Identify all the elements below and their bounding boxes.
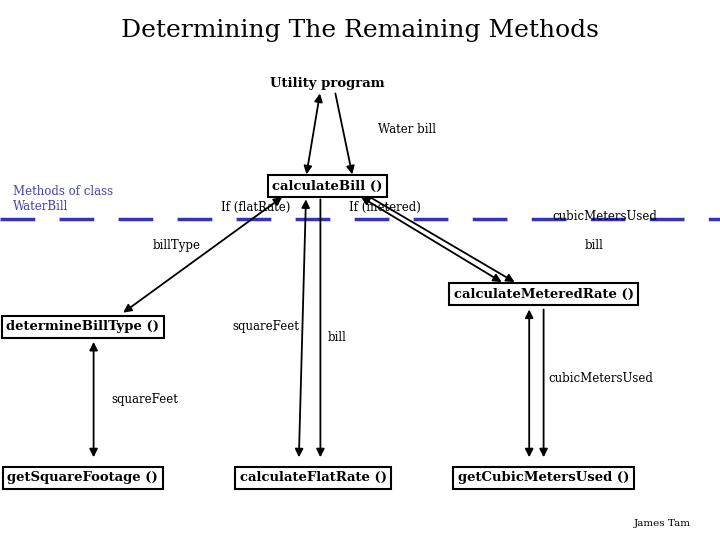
Text: Utility program: Utility program: [270, 77, 385, 90]
Text: Determining The Remaining Methods: Determining The Remaining Methods: [121, 19, 599, 42]
Text: getSquareFootage (): getSquareFootage (): [7, 471, 158, 484]
Text: cubicMetersUsed: cubicMetersUsed: [552, 210, 657, 222]
Text: calculateMeteredRate (): calculateMeteredRate (): [454, 288, 634, 301]
Text: calculateBill (): calculateBill (): [272, 180, 383, 193]
Text: getCubicMetersUsed (): getCubicMetersUsed (): [458, 471, 629, 484]
Text: bill: bill: [585, 239, 603, 252]
Text: bill: bill: [328, 331, 346, 344]
Text: If (flatRate): If (flatRate): [221, 201, 290, 214]
Text: billType: billType: [153, 239, 200, 252]
Text: Methods of class
WaterBill: Methods of class WaterBill: [13, 185, 113, 213]
Text: cubicMetersUsed: cubicMetersUsed: [549, 372, 654, 384]
Text: squareFeet: squareFeet: [112, 393, 179, 406]
Text: James Tam: James Tam: [634, 519, 691, 528]
Text: calculateFlatRate (): calculateFlatRate (): [240, 471, 387, 484]
Text: determineBillType (): determineBillType (): [6, 320, 159, 333]
Text: If (metered): If (metered): [349, 201, 421, 214]
Text: squareFeet: squareFeet: [232, 320, 299, 333]
Text: Water bill: Water bill: [378, 123, 436, 136]
